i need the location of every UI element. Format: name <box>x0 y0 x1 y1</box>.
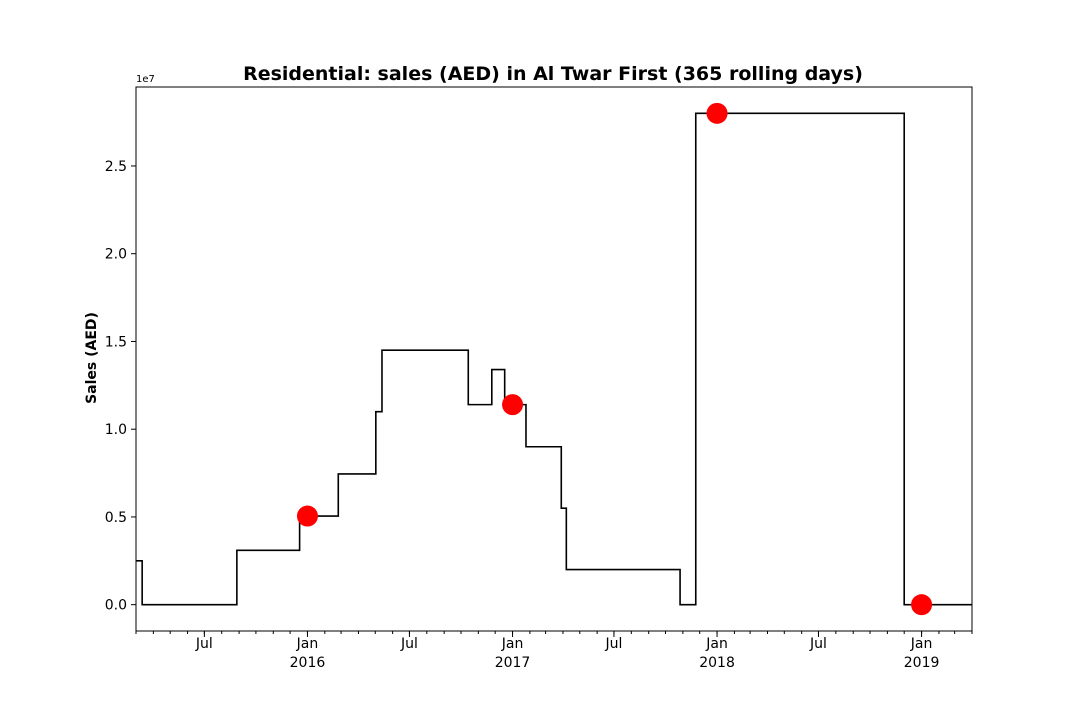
y-tick-label: 1.5 <box>105 334 127 350</box>
x-tick-label: Jul <box>400 636 418 652</box>
y-tick-label: 2.0 <box>105 247 127 263</box>
highlight-marker <box>706 102 728 124</box>
highlight-marker <box>911 594 933 616</box>
y-tick-label: 2.5 <box>105 159 127 175</box>
series-line <box>136 112 972 606</box>
x-tick-label: Jul <box>605 636 623 652</box>
highlight-markers <box>296 102 933 616</box>
x-tick-label: 2018 <box>699 655 735 671</box>
y-tick-label: 1.0 <box>105 422 127 438</box>
x-tick-label: Jul <box>195 636 213 652</box>
y-axis-offset-label: 1e7 <box>136 74 155 85</box>
y-tick-label: 0.0 <box>105 598 127 614</box>
x-tick-label: Jan <box>501 636 524 652</box>
chart-title: Residential: sales (AED) in Al Twar Firs… <box>243 63 863 85</box>
highlight-marker <box>502 394 524 416</box>
x-tick-label: 2019 <box>904 655 940 671</box>
x-tick-label: 2017 <box>495 655 531 671</box>
y-axis-label: Sales (AED) <box>84 312 100 404</box>
x-tick-label: Jan <box>296 636 319 652</box>
y-axis-ticks: 0.0 0.5 1.0 1.5 2.0 2.5 <box>105 159 136 614</box>
x-tick-label: 2016 <box>290 655 326 671</box>
x-axis-ticks: Jul Jan 2016 Jul Jan 2017 Jul Jan 2018 Jul Jan 2019 <box>195 631 939 671</box>
highlight-marker <box>296 505 318 527</box>
plot-frame <box>135 86 973 632</box>
x-tick-label: Jan <box>705 636 728 652</box>
x-tick-label: Jan <box>910 636 933 652</box>
y-tick-label: 0.5 <box>105 510 127 526</box>
x-tick-label: Jul <box>809 636 827 652</box>
